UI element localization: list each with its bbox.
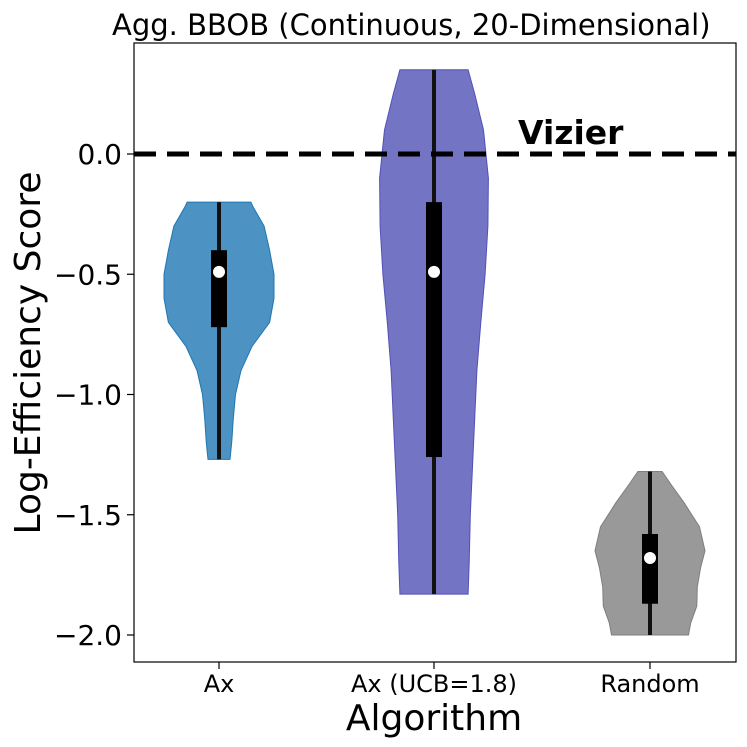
y-tick-label: −1.0: [54, 379, 122, 412]
x-tick-label: Random: [600, 670, 699, 698]
violin-iqr-random: [642, 533, 658, 604]
plot-frame: [133, 42, 737, 663]
violin-median-random: [644, 552, 656, 565]
y-tick-label: −2.0: [54, 619, 122, 652]
y-tick-label: −0.5: [54, 258, 122, 291]
violin-iqr-ax-ucb-1-8: [426, 202, 442, 458]
reference-line-layer: Vizier: [134, 113, 736, 157]
x-axis-ticks: Ax Ax (UCB=1.8) Random: [204, 662, 700, 698]
x-tick-label: Ax: [204, 670, 235, 698]
violin-median-ax-ucb-1-8: [428, 265, 440, 278]
violin-iqr-ax: [211, 250, 227, 328]
violin-median-ax: [213, 265, 225, 278]
x-axis-label: Algorithm: [346, 698, 522, 739]
y-axis-label: Log-Efficiency Score: [8, 172, 49, 535]
chart-title: Agg. BBOB (Continuous, 20-Dimensional): [112, 8, 711, 42]
y-tick-label: −1.5: [54, 499, 122, 532]
vizier-label: Vizier: [518, 113, 624, 152]
x-tick-label: Ax (UCB=1.8): [351, 670, 517, 698]
violins-layer: [163, 69, 706, 636]
y-tick-label: 0.0: [77, 138, 122, 171]
y-axis-ticks: 0.0 −0.5 −1.0 −1.5 −2.0: [54, 138, 134, 652]
